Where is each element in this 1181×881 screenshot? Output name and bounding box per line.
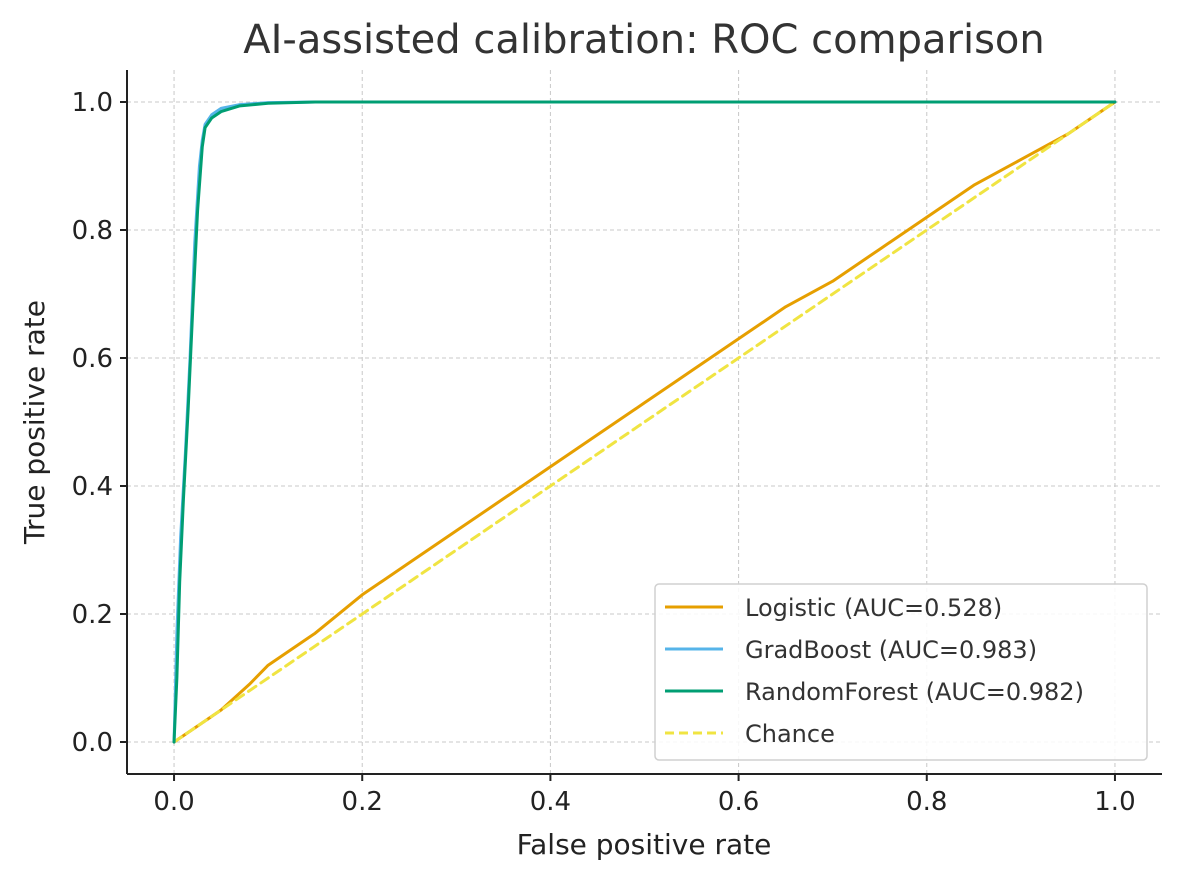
x-tick-label: 0.2 <box>342 787 383 817</box>
legend-entry-logistic: Logistic (AUC=0.528) <box>665 594 1002 622</box>
y-tick-label: 0.2 <box>72 600 113 630</box>
x-tick-label: 0.0 <box>153 787 194 817</box>
series-line-logistic <box>172 100 1117 744</box>
y-tick-label: 0.4 <box>72 472 113 502</box>
ticks: 0.0 0.2 0.4 0.6 0.8 1.0 0.0 0.2 0.4 0.6 0.8 1.0 <box>72 88 1136 817</box>
series-layer <box>172 100 1117 744</box>
legend-label-randomforest: RandomForest (AUC=0.982) <box>745 678 1084 706</box>
x-tick-label: 1.0 <box>1094 787 1135 817</box>
legend-label-gradboost: GradBoost (AUC=0.983) <box>745 636 1037 664</box>
legend-label-chance: Chance <box>745 720 835 748</box>
x-tick-label: 0.6 <box>718 787 759 817</box>
series-line-randomforest <box>172 100 1117 744</box>
y-tick-label: 1.0 <box>72 88 113 118</box>
y-tick-label: 0.0 <box>72 728 113 758</box>
y-axis-title: True positive rate <box>18 300 51 545</box>
chart-title: AI-assisted calibration: ROC comparison <box>243 17 1045 63</box>
legend: Logistic (AUC=0.528) GradBoost (AUC=0.98… <box>654 583 1148 761</box>
legend-label-logistic: Logistic (AUC=0.528) <box>745 594 1002 622</box>
x-tick-label: 0.4 <box>530 787 571 817</box>
legend-frame <box>654 583 1148 761</box>
legend-entry-gradboost: GradBoost (AUC=0.983) <box>665 636 1037 664</box>
legend-entry-randomforest: RandomForest (AUC=0.982) <box>665 678 1084 706</box>
y-tick-label: 0.6 <box>72 344 113 374</box>
x-tick-label: 0.8 <box>906 787 947 817</box>
legend-entry-chance: Chance <box>665 720 835 748</box>
axes <box>126 70 1162 775</box>
x-axis-title: False positive rate <box>517 828 772 861</box>
series-line-chance <box>172 100 1117 744</box>
y-tick-label: 0.8 <box>72 216 113 246</box>
